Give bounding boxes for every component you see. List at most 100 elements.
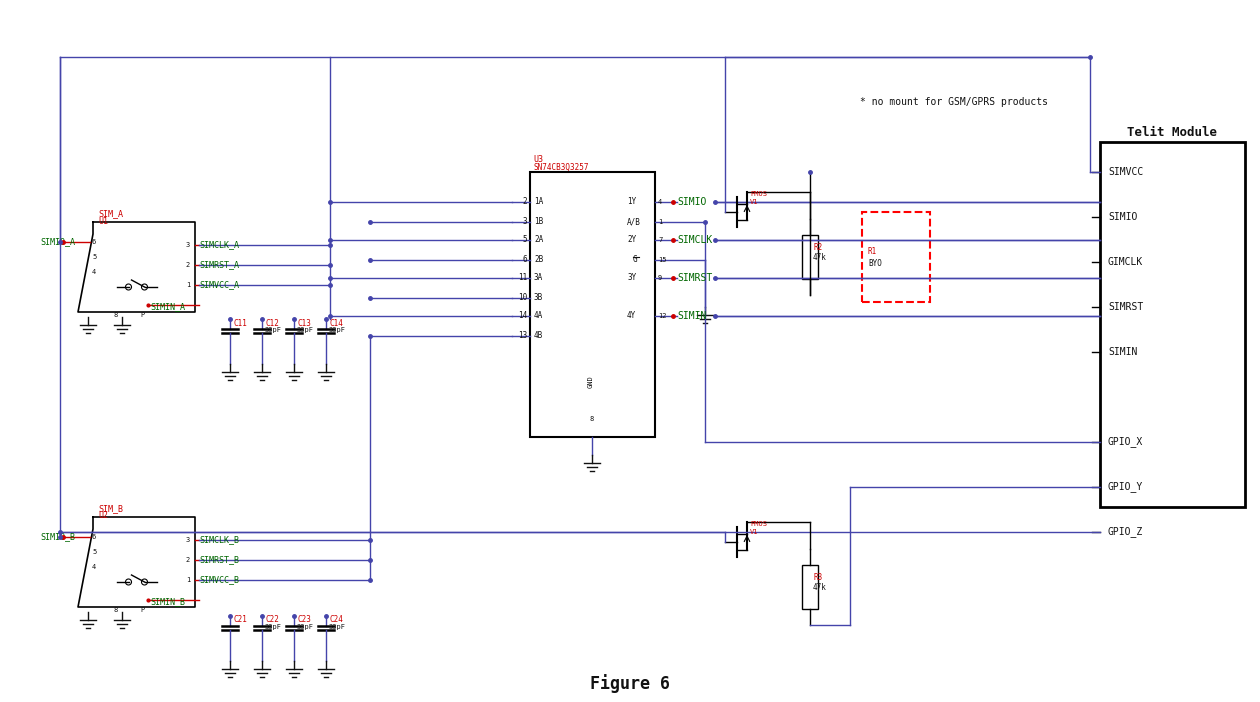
Text: SIMRST: SIMRST [1108, 302, 1143, 312]
Text: C12: C12 [265, 319, 278, 328]
Text: GIMCLK: GIMCLK [1108, 257, 1143, 267]
Text: 3A: 3A [534, 274, 543, 282]
Text: SIMIN_A: SIMIN_A [150, 303, 185, 312]
Text: 2: 2 [185, 262, 190, 268]
Text: V1: V1 [750, 199, 759, 205]
Text: SIMRST_A: SIMRST_A [199, 260, 239, 270]
Text: 33pF: 33pF [265, 327, 282, 333]
Text: C21: C21 [233, 616, 247, 625]
Text: GPIO_Y: GPIO_Y [1108, 482, 1143, 493]
Text: 14: 14 [518, 312, 527, 321]
Text: 3: 3 [185, 242, 190, 248]
Text: 1B: 1B [534, 218, 543, 227]
Text: 12: 12 [658, 313, 667, 319]
Text: U1: U1 [98, 216, 108, 225]
Text: SIMVCC: SIMVCC [1108, 167, 1143, 177]
Text: P: P [140, 312, 144, 318]
Text: 3: 3 [185, 537, 190, 543]
Text: 3Y: 3Y [627, 274, 636, 282]
Text: P: P [140, 607, 144, 613]
Text: C24: C24 [329, 616, 343, 625]
Text: 5: 5 [92, 549, 96, 555]
Text: SIMCLK_A: SIMCLK_A [199, 241, 239, 249]
Text: A/B: A/B [627, 218, 641, 227]
Text: 4: 4 [92, 564, 96, 570]
Bar [803, 235, 818, 279]
Text: 2A: 2A [534, 235, 543, 244]
Text: G: G [633, 256, 638, 265]
Text: C23: C23 [297, 616, 311, 625]
Text: 47k: 47k [813, 583, 827, 592]
Text: SIMCLK_B: SIMCLK_B [199, 536, 239, 545]
Text: 4: 4 [92, 269, 96, 275]
Text: 2: 2 [523, 197, 527, 206]
Text: * no mount for GSM/GPRS products: * no mount for GSM/GPRS products [861, 97, 1048, 107]
Text: 2B: 2B [534, 256, 543, 265]
Text: GPIO_X: GPIO_X [1108, 437, 1143, 447]
Bar [803, 565, 818, 609]
Text: SIM_A: SIM_A [98, 209, 123, 218]
Text: 3B: 3B [534, 293, 543, 303]
Text: SIMRST_B: SIMRST_B [199, 555, 239, 564]
Text: SIM_B: SIM_B [98, 505, 123, 513]
Text: 4: 4 [658, 199, 663, 205]
Text: SIMVCC_A: SIMVCC_A [199, 281, 239, 289]
Text: 33pF: 33pF [297, 327, 314, 333]
Text: 15: 15 [658, 257, 667, 263]
Text: 9: 9 [658, 275, 663, 281]
Text: 8: 8 [113, 607, 118, 613]
Text: SIMIO: SIMIO [1108, 212, 1138, 222]
Text: SIMVCC_B: SIMVCC_B [199, 576, 239, 585]
Bar [862, 212, 930, 302]
Text: SIMIO: SIMIO [677, 197, 707, 207]
Text: 4B: 4B [534, 331, 543, 340]
Text: 8: 8 [113, 312, 118, 318]
Text: R3: R3 [813, 573, 823, 581]
Text: PMOS: PMOS [750, 521, 767, 527]
Text: 33pF: 33pF [329, 624, 346, 630]
Text: 1: 1 [658, 219, 663, 225]
Text: PMOS: PMOS [750, 191, 767, 197]
Text: SIMIN_B: SIMIN_B [150, 597, 185, 607]
Text: SN74CB3Q3257: SN74CB3Q3257 [533, 162, 588, 171]
Text: 6: 6 [92, 534, 96, 540]
Text: GND: GND [588, 376, 593, 388]
Text: Figure 6: Figure 6 [590, 675, 670, 694]
Text: C11: C11 [233, 319, 247, 328]
Text: 5: 5 [523, 235, 527, 244]
Text: SIMIN: SIMIN [1108, 347, 1138, 357]
Text: U3: U3 [533, 154, 543, 164]
Text: SIMIO_B: SIMIO_B [40, 533, 76, 541]
Text: R2: R2 [813, 242, 823, 251]
Text: Telit Module: Telit Module [1126, 126, 1217, 138]
Text: 11: 11 [518, 274, 527, 282]
Bar [530, 172, 655, 437]
Text: C14: C14 [329, 319, 343, 328]
Text: 1: 1 [185, 282, 190, 288]
Text: C22: C22 [265, 616, 278, 625]
Text: 4Y: 4Y [627, 312, 636, 321]
Text: 1: 1 [185, 577, 190, 583]
Text: U2: U2 [98, 512, 108, 520]
Text: V1: V1 [750, 529, 759, 535]
Text: 8: 8 [590, 416, 595, 422]
Text: SIMRST: SIMRST [677, 273, 712, 283]
Text: SIMIO_A: SIMIO_A [40, 237, 76, 246]
Text: 2Y: 2Y [627, 235, 636, 244]
Text: 7: 7 [658, 237, 663, 243]
Text: 6: 6 [523, 256, 527, 265]
Text: 47k: 47k [813, 253, 827, 262]
Text: 2: 2 [185, 557, 190, 563]
Text: 1A: 1A [534, 197, 543, 206]
Text: 33pF: 33pF [265, 624, 282, 630]
Text: BYO: BYO [868, 260, 882, 268]
Text: 6: 6 [92, 239, 96, 245]
Bar [1100, 142, 1245, 507]
Text: 33pF: 33pF [297, 624, 314, 630]
Text: 33pF: 33pF [329, 327, 346, 333]
Text: SIMCLK: SIMCLK [677, 235, 712, 245]
Text: SIMIN: SIMIN [677, 311, 707, 321]
Text: 3: 3 [523, 218, 527, 227]
Text: GPIO_Z: GPIO_Z [1108, 526, 1143, 538]
Text: R1: R1 [868, 248, 877, 256]
